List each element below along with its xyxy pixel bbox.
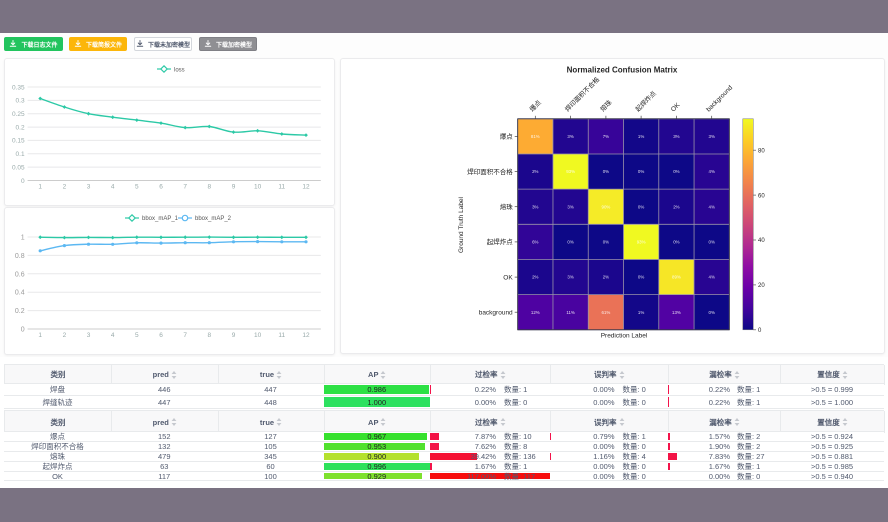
svg-text:0.2: 0.2 — [15, 308, 25, 315]
svg-text:OK: OK — [503, 274, 513, 281]
svg-text:93%: 93% — [566, 169, 575, 174]
svg-text:90%: 90% — [602, 204, 611, 209]
svg-text:11%: 11% — [566, 310, 575, 315]
svg-text:11: 11 — [278, 184, 285, 191]
svg-text:3%: 3% — [567, 134, 573, 139]
svg-text:0%: 0% — [709, 310, 715, 315]
svg-text:bbox_mAP_1: bbox_mAP_1 — [142, 216, 179, 222]
svg-text:12%: 12% — [531, 310, 540, 315]
svg-text:0.2: 0.2 — [16, 124, 25, 131]
svg-text:20: 20 — [758, 283, 765, 289]
svg-text:background: background — [705, 84, 734, 113]
svg-text:4: 4 — [111, 332, 115, 339]
svg-text:40: 40 — [758, 238, 765, 244]
svg-text:5: 5 — [135, 332, 139, 339]
svg-text:Ground Truth Label: Ground Truth Label — [458, 196, 465, 253]
svg-text:焊印面积不合格: 焊印面积不合格 — [563, 75, 602, 114]
svg-text:2%: 2% — [532, 275, 538, 280]
svg-text:93%: 93% — [637, 240, 646, 245]
svg-text:4%: 4% — [709, 275, 715, 280]
svg-text:爆点: 爆点 — [527, 98, 543, 114]
svg-text:0.4: 0.4 — [15, 290, 25, 297]
svg-text:3: 3 — [87, 332, 91, 339]
svg-text:background: background — [479, 309, 513, 316]
svg-text:0%: 0% — [638, 275, 644, 280]
svg-text:3%: 3% — [567, 204, 573, 209]
svg-text:焊印面积不合格: 焊印面积不合格 — [467, 167, 513, 176]
svg-text:0.05: 0.05 — [12, 164, 25, 171]
svg-text:61%: 61% — [602, 310, 611, 315]
svg-text:2%: 2% — [673, 204, 679, 209]
svg-text:12: 12 — [302, 332, 310, 339]
svg-text:0.6: 0.6 — [15, 271, 25, 278]
svg-text:2: 2 — [63, 332, 67, 339]
svg-text:Normalized Confusion Matrix: Normalized Confusion Matrix — [567, 66, 678, 75]
svg-text:4%: 4% — [709, 169, 715, 174]
svg-text:9: 9 — [232, 184, 236, 191]
svg-text:60: 60 — [758, 193, 765, 199]
svg-text:8: 8 — [207, 332, 211, 339]
svg-text:89%: 89% — [672, 275, 681, 280]
svg-text:0: 0 — [21, 178, 25, 185]
svg-text:8: 8 — [207, 184, 211, 191]
svg-text:爆点: 爆点 — [500, 132, 514, 141]
svg-text:3%: 3% — [709, 134, 715, 139]
svg-text:3: 3 — [87, 184, 91, 191]
svg-text:2: 2 — [63, 184, 67, 191]
svg-text:起焊炸点: 起焊炸点 — [633, 88, 658, 113]
svg-text:0%: 0% — [673, 240, 679, 245]
svg-text:11: 11 — [278, 332, 285, 339]
svg-text:0: 0 — [758, 328, 762, 334]
svg-text:4: 4 — [111, 184, 115, 191]
svg-text:0.35: 0.35 — [12, 84, 25, 91]
svg-text:6%: 6% — [532, 240, 538, 245]
svg-text:7: 7 — [183, 332, 187, 339]
svg-text:0.1: 0.1 — [16, 151, 25, 158]
svg-text:6: 6 — [159, 184, 163, 191]
svg-text:3%: 3% — [567, 275, 573, 280]
svg-text:0.8: 0.8 — [15, 253, 25, 260]
svg-text:13%: 13% — [672, 310, 681, 315]
svg-text:bbox_mAP_2: bbox_mAP_2 — [195, 216, 232, 222]
svg-text:9: 9 — [232, 332, 236, 339]
svg-text:12: 12 — [302, 184, 310, 191]
svg-text:3%: 3% — [673, 134, 679, 139]
svg-text:6: 6 — [159, 332, 163, 339]
svg-text:2%: 2% — [603, 275, 609, 280]
svg-text:2%: 2% — [532, 169, 538, 174]
svg-text:1%: 1% — [638, 310, 644, 315]
svg-text:Prediction Label: Prediction Label — [601, 333, 648, 340]
svg-text:4%: 4% — [709, 204, 715, 209]
svg-text:OK: OK — [670, 101, 682, 113]
svg-text:7%: 7% — [603, 134, 609, 139]
svg-text:81%: 81% — [531, 134, 540, 139]
svg-text:10: 10 — [254, 332, 262, 339]
svg-text:7: 7 — [183, 184, 187, 191]
svg-text:0.15: 0.15 — [12, 138, 25, 145]
svg-text:1: 1 — [21, 235, 25, 242]
svg-text:5: 5 — [135, 184, 139, 191]
svg-text:0.25: 0.25 — [12, 111, 25, 118]
svg-text:0%: 0% — [567, 240, 573, 245]
svg-text:0%: 0% — [709, 240, 715, 245]
svg-text:1: 1 — [38, 332, 42, 339]
svg-text:10: 10 — [254, 184, 262, 191]
svg-text:80: 80 — [758, 148, 765, 154]
svg-text:1%: 1% — [638, 134, 644, 139]
svg-text:熔珠: 熔珠 — [500, 202, 514, 211]
svg-text:熔珠: 熔珠 — [598, 98, 614, 114]
svg-text:0: 0 — [21, 327, 25, 334]
svg-text:0%: 0% — [673, 169, 679, 174]
svg-text:0%: 0% — [638, 169, 644, 174]
svg-text:loss: loss — [174, 67, 185, 73]
svg-text:0%: 0% — [603, 169, 609, 174]
svg-text:0.3: 0.3 — [16, 98, 25, 105]
svg-text:起焊炸点: 起焊炸点 — [487, 237, 514, 246]
svg-text:0%: 0% — [638, 204, 644, 209]
svg-text:1: 1 — [38, 184, 42, 191]
svg-text:3%: 3% — [532, 204, 538, 209]
svg-text:0%: 0% — [603, 240, 609, 245]
